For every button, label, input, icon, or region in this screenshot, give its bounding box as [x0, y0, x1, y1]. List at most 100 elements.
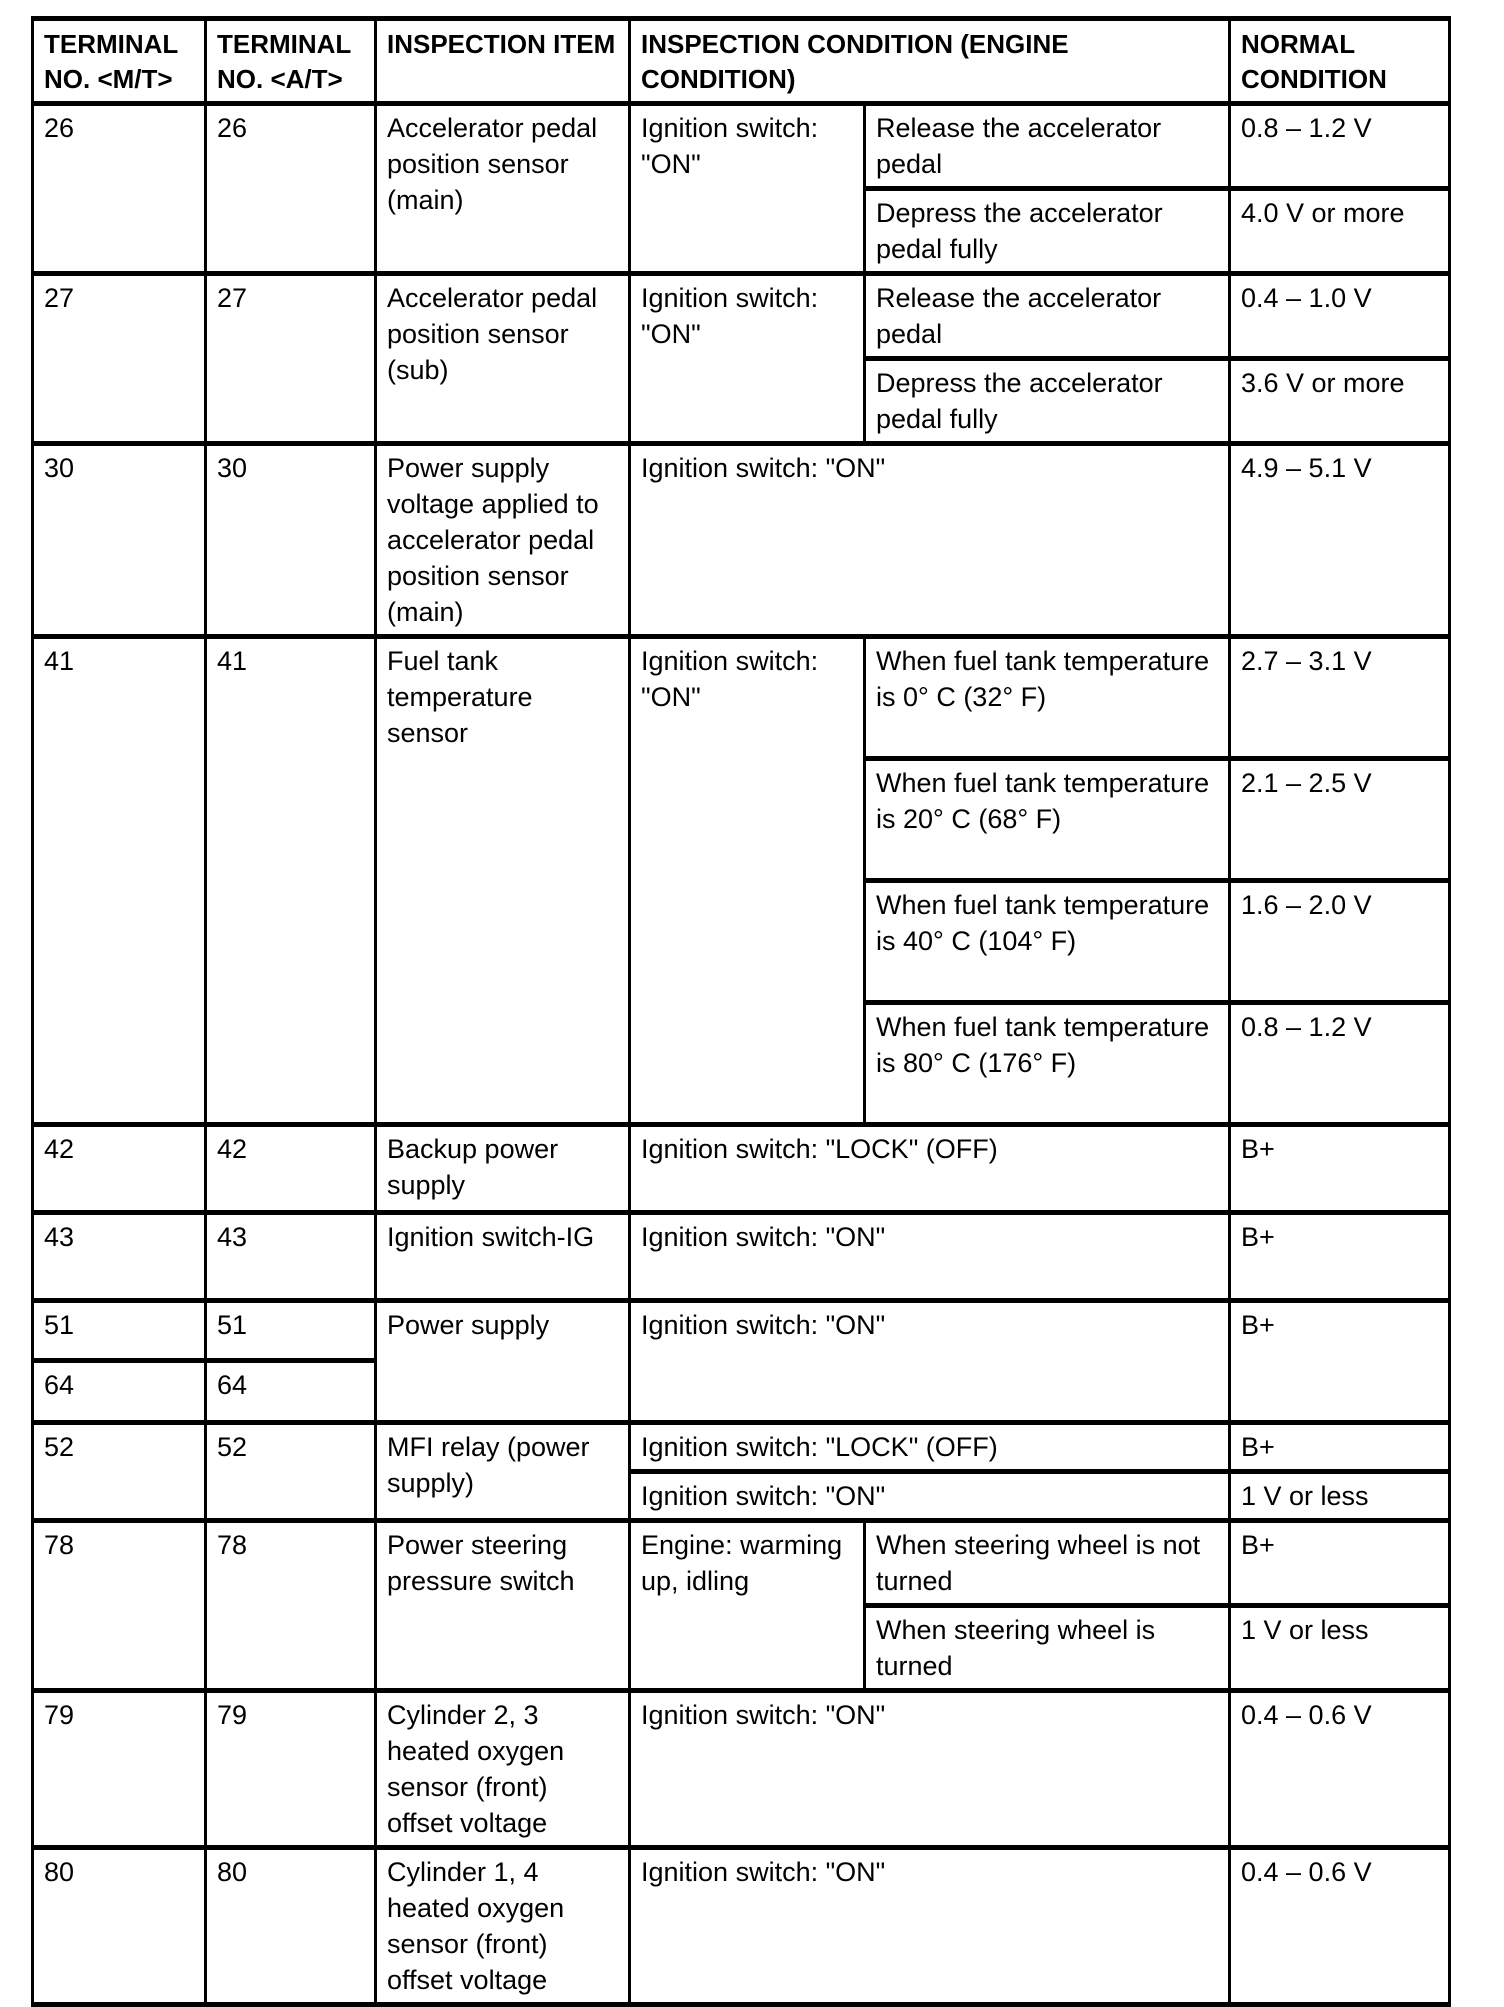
cell-terminal-at: 30 — [204, 441, 377, 639]
cell-terminal-at: 51 — [204, 1298, 377, 1363]
cell-terminal-at: 26 — [204, 101, 377, 276]
header-terminal-at: TERMINAL NO. <A/T> — [204, 16, 377, 106]
cell-condition: Ignition switch: "ON" — [628, 441, 1231, 639]
cell-normal-condition: 4.0 V or more — [1228, 186, 1451, 276]
cell-terminal-at: 27 — [204, 271, 377, 446]
cell-inspection-item: Power supply — [374, 1298, 631, 1425]
table-row: 41 41 Fuel tank temperature sensor Ignit… — [31, 634, 1451, 1127]
table-row: 51 51 Power supply Ignition switch: "ON"… — [31, 1298, 1451, 1425]
cell-normal-condition: 3.6 V or more — [1228, 356, 1451, 446]
cell-condition-sub: When steering wheel is turned — [863, 1603, 1231, 1693]
cell-inspection-item: Cylinder 1, 4 heated oxygen sensor (fron… — [374, 1845, 631, 2007]
cell-inspection-item: Ignition switch-IG — [374, 1210, 631, 1303]
cell-terminal-mt: 80 — [31, 1845, 207, 2007]
cell-normal-condition: 2.7 – 3.1 V — [1228, 634, 1451, 761]
cell-terminal-at: 79 — [204, 1688, 377, 1850]
cell-condition-sub: When fuel tank temperature is 0° C (32° … — [863, 634, 1231, 761]
table-row: 52 52 MFI relay (power supply) Ignition … — [31, 1420, 1451, 1523]
cell-terminal-at: 52 — [204, 1420, 377, 1523]
table-row: When steering wheel is turned 1 V or les… — [33, 1603, 1451, 1693]
cell-terminal-at: 64 — [204, 1358, 377, 1425]
table-row: Ignition switch: "ON" 1 V or less — [33, 1469, 1451, 1523]
cell-condition-sub: Depress the accelerator pedal fully — [863, 186, 1231, 276]
cell-normal-condition: 1 V or less — [1228, 1469, 1451, 1523]
table-row: 79 79 Cylinder 2, 3 heated oxygen sensor… — [31, 1688, 1451, 1850]
cell-inspection-item: Backup power supply — [374, 1122, 631, 1215]
table-row: When fuel tank temperature is 80° C (176… — [33, 1000, 1451, 1127]
cell-terminal-at: 42 — [204, 1122, 377, 1215]
cell-condition-sub: Release the accelerator pedal — [863, 101, 1231, 191]
cell-inspection-item: Cylinder 2, 3 heated oxygen sensor (fron… — [374, 1688, 631, 1850]
cell-normal-condition: 1 V or less — [1228, 1603, 1451, 1693]
cell-condition-main: Ignition switch: "ON" — [628, 271, 866, 446]
cell-terminal-at: 78 — [204, 1518, 377, 1693]
cell-terminal-at: 41 — [204, 634, 377, 1127]
cell-normal-condition: 0.4 – 0.6 V — [1228, 1845, 1451, 2007]
header-row: TERMINAL NO. <M/T> TERMINAL NO. <A/T> IN… — [31, 16, 1451, 106]
cell-condition-sub: When fuel tank temperature is 40° C (104… — [863, 878, 1231, 1005]
cell-normal-condition: 2.1 – 2.5 V — [1228, 756, 1451, 883]
header-terminal-mt: TERMINAL NO. <M/T> — [31, 16, 207, 106]
cell-terminal-mt: 30 — [31, 441, 207, 639]
cell-normal-condition: 4.9 – 5.1 V — [1228, 441, 1451, 639]
cell-terminal-mt: 51 — [31, 1298, 207, 1363]
table-row: 64 64 — [31, 1358, 1450, 1425]
document-page: TERMINAL NO. <M/T> TERMINAL NO. <A/T> IN… — [31, 16, 1451, 2007]
cell-condition: Ignition switch: "ON" — [628, 1688, 1231, 1850]
cell-inspection-item: Power steering pressure switch — [374, 1518, 631, 1693]
table-row: When fuel tank temperature is 40° C (104… — [33, 878, 1451, 1005]
cell-normal-condition: B+ — [1228, 1518, 1451, 1608]
cell-normal-condition: 0.8 – 1.2 V — [1228, 1000, 1451, 1127]
cell-terminal-mt: 41 — [31, 634, 207, 1127]
table-row: Depress the accelerator pedal fully 3.6 … — [33, 356, 1451, 446]
cell-terminal-mt: 26 — [31, 101, 207, 276]
table-row: 42 42 Backup power supply Ignition switc… — [31, 1122, 1451, 1215]
cell-terminal-mt: 27 — [31, 271, 207, 446]
cell-condition-sub: Release the accelerator pedal — [863, 271, 1231, 361]
table-row: 78 78 Power steering pressure switch Eng… — [31, 1518, 1451, 1693]
cell-terminal-mt: 42 — [31, 1122, 207, 1215]
cell-condition: Ignition switch: "LOCK" (OFF) — [628, 1122, 1231, 1215]
table-row: When fuel tank temperature is 20° C (68°… — [33, 756, 1451, 883]
cell-condition-sub: Depress the accelerator pedal fully — [863, 356, 1231, 446]
cell-condition: Ignition switch: "ON" — [628, 1469, 1231, 1523]
cell-condition-sub: When fuel tank temperature is 80° C (176… — [863, 1000, 1231, 1127]
table-row: 30 30 Power supply voltage applied to ac… — [31, 441, 1451, 639]
cell-normal-condition: B+ — [1228, 1298, 1451, 1425]
cell-normal-condition: B+ — [1228, 1122, 1451, 1215]
cell-terminal-mt: 79 — [31, 1688, 207, 1850]
cell-normal-condition: 0.4 – 1.0 V — [1228, 271, 1451, 361]
cell-condition-main: Ignition switch: "ON" — [628, 634, 866, 1127]
cell-condition-main: Engine: warming up, idling — [628, 1518, 866, 1693]
cell-terminal-mt: 78 — [31, 1518, 207, 1693]
header-inspection-item: INSPECTION ITEM — [374, 16, 631, 106]
table-row: 43 43 Ignition switch-IG Ignition switch… — [31, 1210, 1451, 1303]
cell-condition-sub: When steering wheel is not turned — [863, 1518, 1231, 1608]
cell-inspection-item: MFI relay (power supply) — [374, 1420, 631, 1523]
cell-inspection-item: Accelerator pedal position sensor (main) — [374, 101, 631, 276]
cell-condition: Ignition switch: "ON" — [628, 1298, 1231, 1425]
table-row: 26 26 Accelerator pedal position sensor … — [31, 101, 1451, 276]
cell-condition: Ignition switch: "LOCK" (OFF) — [628, 1420, 1231, 1474]
table-row: Depress the accelerator pedal fully 4.0 … — [33, 186, 1451, 276]
cell-inspection-item: Power supply voltage applied to accelera… — [374, 441, 631, 639]
table-row: 27 27 Accelerator pedal position sensor … — [31, 271, 1451, 446]
cell-condition-sub: When fuel tank temperature is 20° C (68°… — [863, 756, 1231, 883]
cell-normal-condition: 0.8 – 1.2 V — [1228, 101, 1451, 191]
cell-normal-condition: 0.4 – 0.6 V — [1228, 1688, 1451, 1850]
cell-condition-main: Ignition switch: "ON" — [628, 101, 866, 276]
cell-terminal-mt: 64 — [31, 1358, 207, 1425]
cell-terminal-at: 80 — [204, 1845, 377, 2007]
cell-normal-condition: B+ — [1228, 1210, 1451, 1303]
header-normal-condition: NORMAL CONDITION — [1228, 16, 1451, 106]
cell-inspection-item: Fuel tank temperature sensor — [374, 634, 631, 1127]
cell-condition: Ignition switch: "ON" — [628, 1210, 1231, 1303]
terminal-inspection-table: TERMINAL NO. <M/T> TERMINAL NO. <A/T> IN… — [31, 16, 1451, 2007]
cell-normal-condition: B+ — [1228, 1420, 1451, 1474]
cell-terminal-mt: 52 — [31, 1420, 207, 1523]
cell-inspection-item: Accelerator pedal position sensor (sub) — [374, 271, 631, 446]
cell-terminal-mt: 43 — [31, 1210, 207, 1303]
cell-normal-condition: 1.6 – 2.0 V — [1228, 878, 1451, 1005]
table-row: 80 80 Cylinder 1, 4 heated oxygen sensor… — [31, 1845, 1451, 2007]
cell-terminal-at: 43 — [204, 1210, 377, 1303]
